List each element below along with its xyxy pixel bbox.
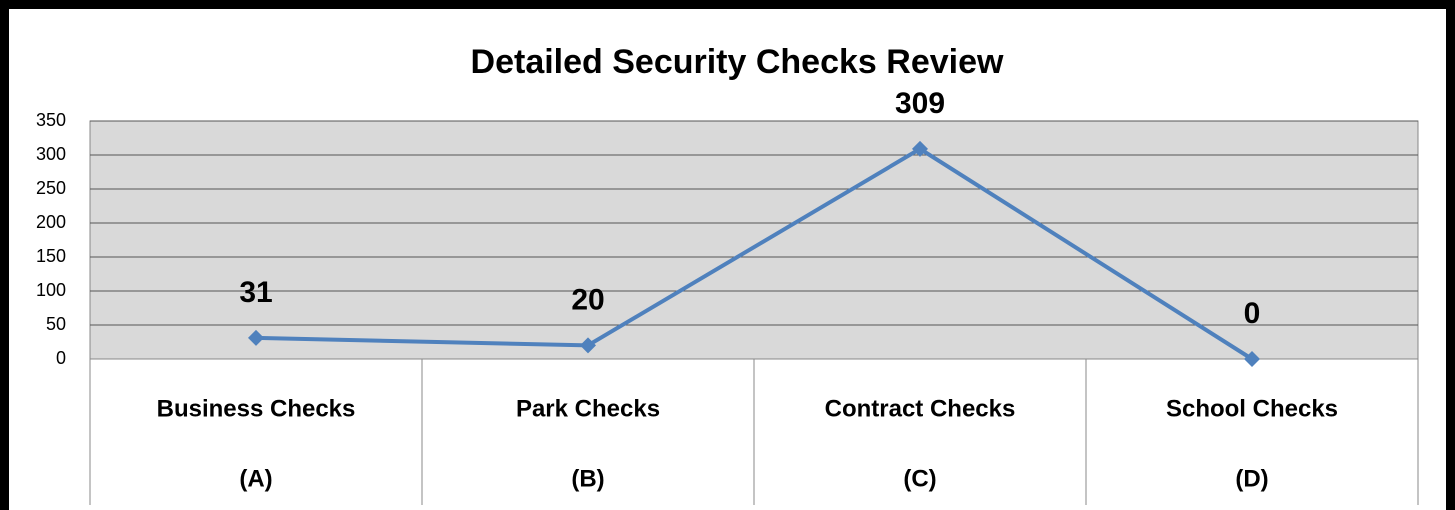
x-tick-label: (B) — [571, 465, 604, 492]
x-tick-label: Contract Checks — [825, 395, 1016, 422]
y-tick-label: 0 — [56, 348, 66, 368]
y-tick-label: 350 — [36, 110, 66, 130]
marker — [248, 329, 264, 346]
y-tick-label: 100 — [36, 280, 66, 300]
x-tick-label: Business Checks — [157, 395, 356, 422]
x-tick-label: Park Checks — [516, 395, 660, 422]
marker — [912, 140, 928, 157]
data-label: 31 — [239, 276, 272, 309]
data-label: 309 — [895, 87, 945, 120]
chart-title: Detailed Security Checks Review — [471, 43, 1004, 81]
plot-area — [89, 120, 1419, 360]
y-tick-label: 150 — [36, 246, 66, 266]
x-tick-label: School Checks — [1166, 395, 1338, 422]
y-tick-label: 250 — [36, 178, 66, 198]
data-label: 0 — [1244, 297, 1261, 330]
marker — [580, 337, 596, 354]
y-tick-label: 200 — [36, 212, 66, 232]
series-line — [255, 146, 1254, 361]
x-tick-label: (C) — [903, 465, 936, 492]
data-label: 20 — [571, 283, 604, 316]
marker — [1244, 351, 1260, 367]
y-tick-label: 50 — [46, 314, 66, 334]
x-tick-label: (A) — [239, 465, 272, 492]
y-tick-label: 300 — [36, 144, 66, 164]
x-tick-label: (D) — [1235, 465, 1268, 492]
